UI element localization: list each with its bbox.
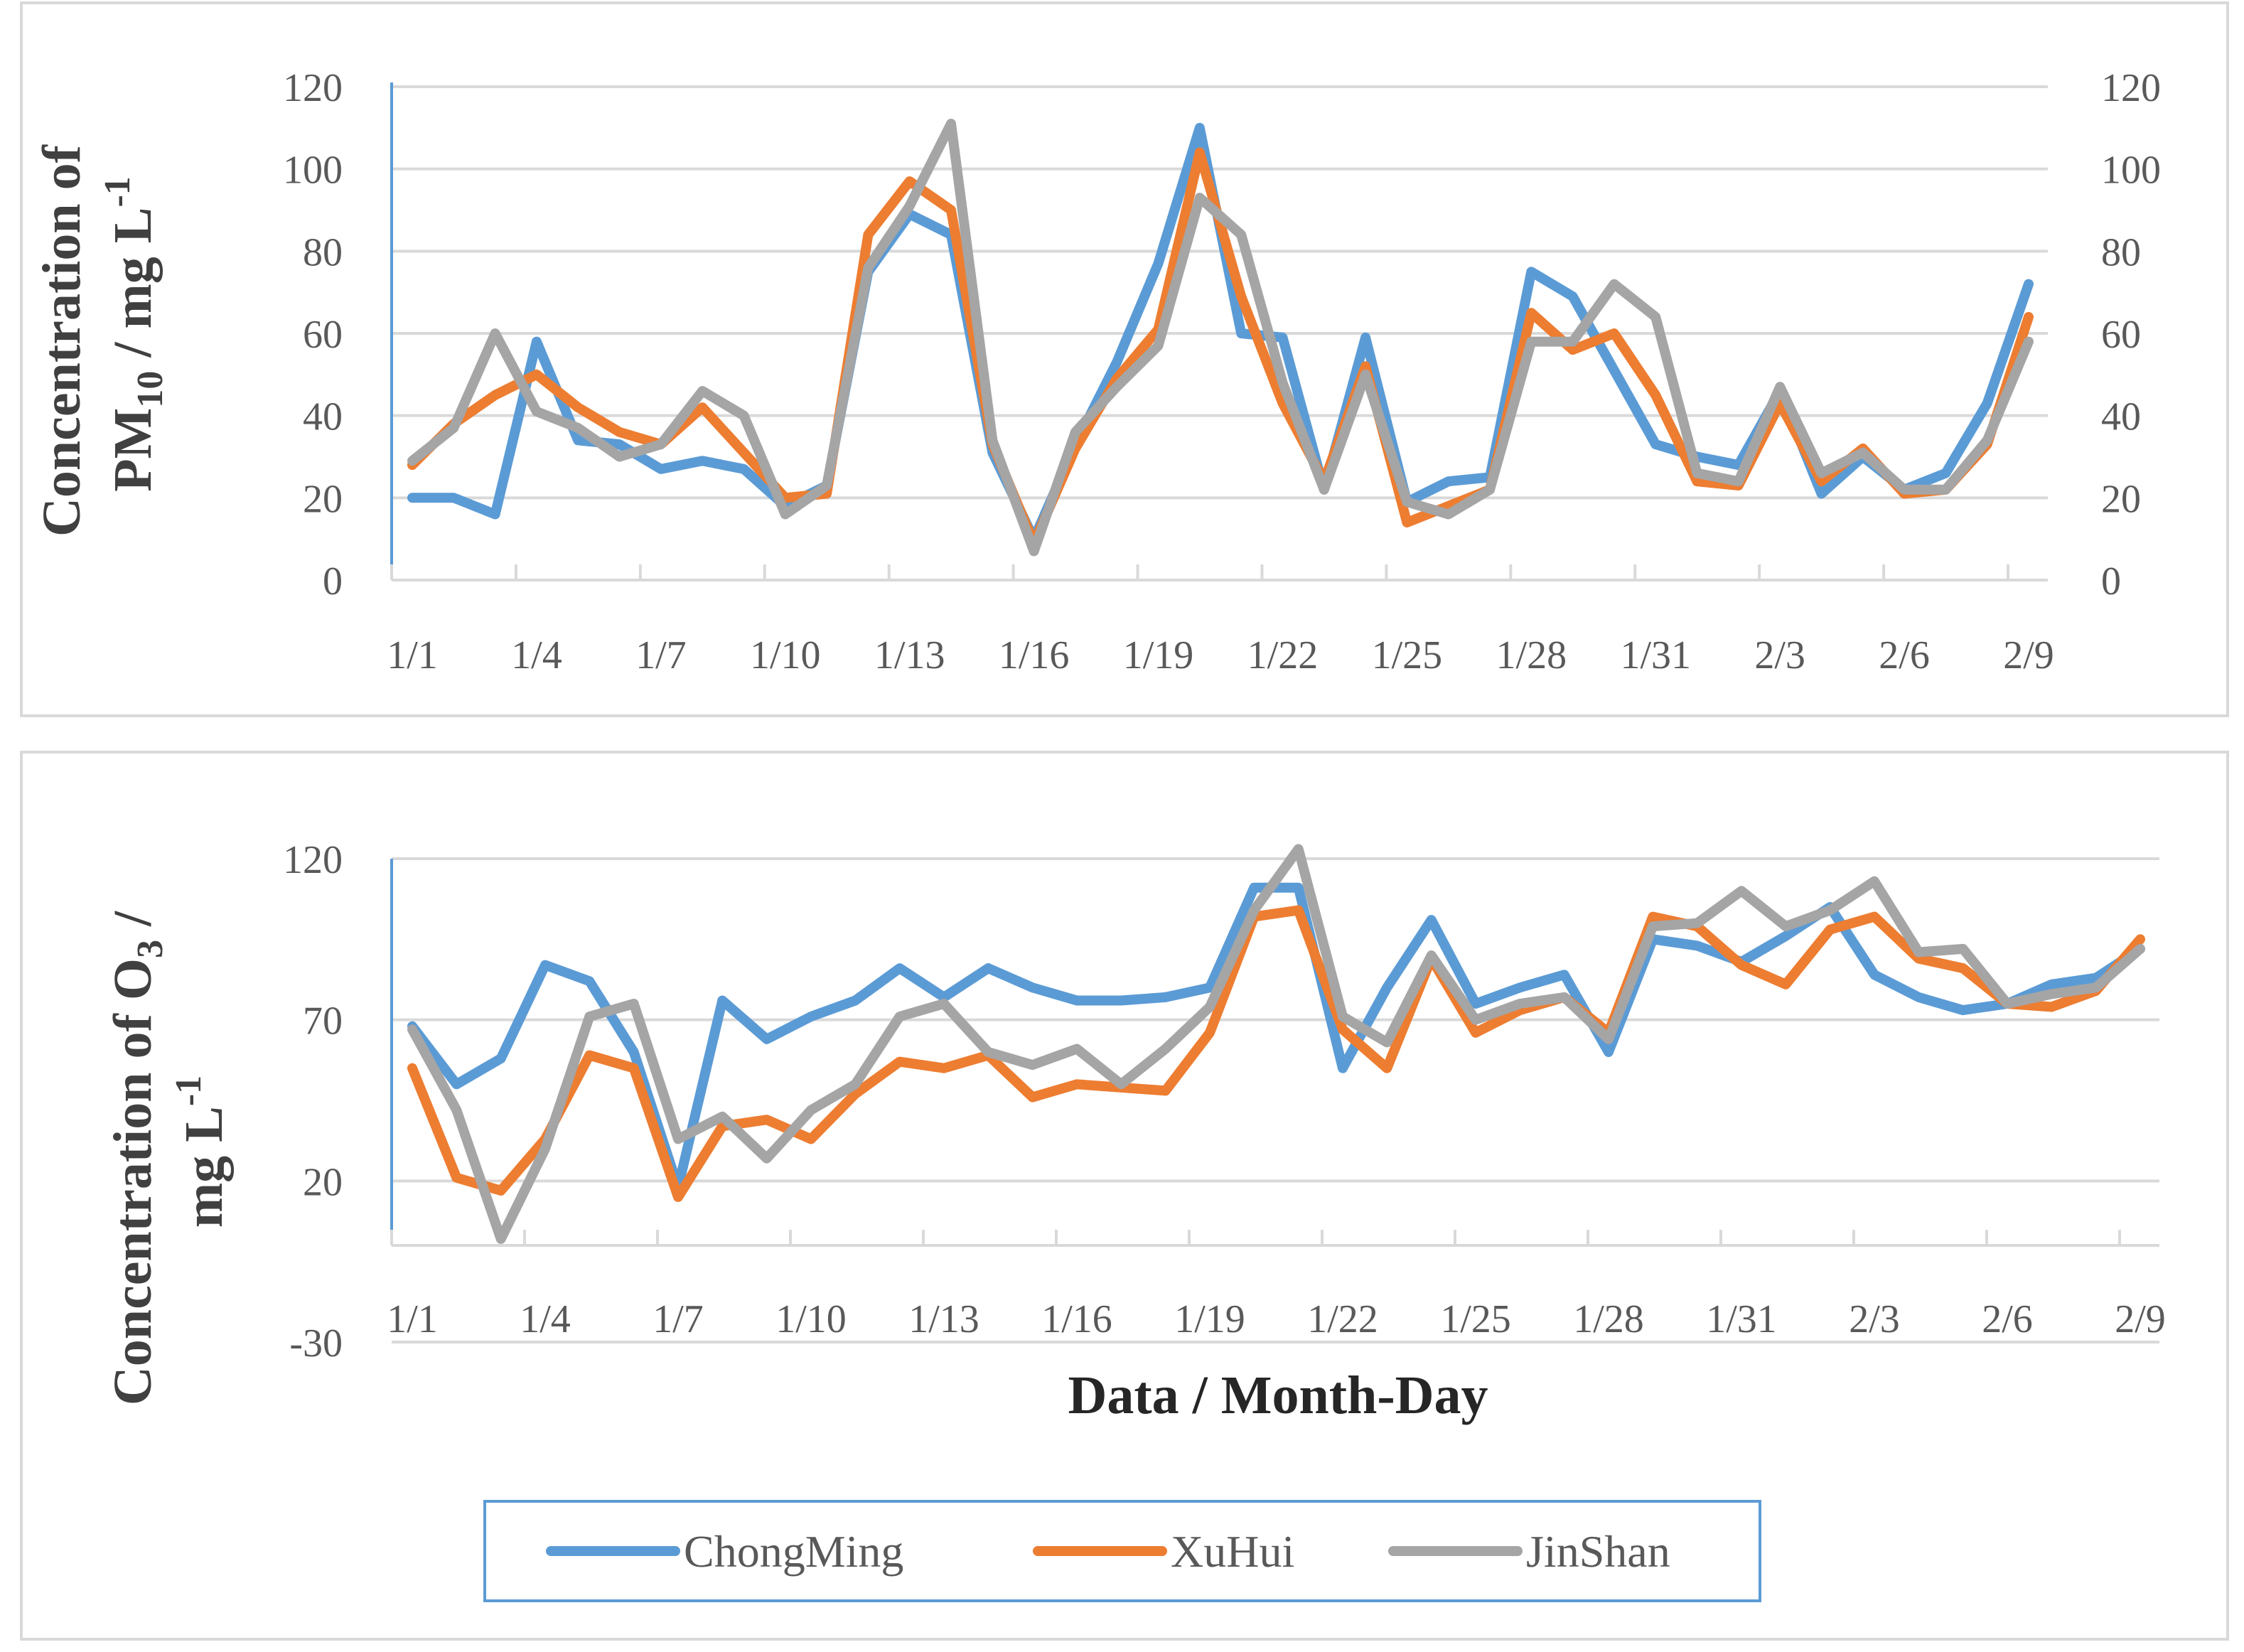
o3-x-tick-label-1-31: 1/31 [1706,1297,1777,1341]
o3-panel-frame [20,751,2229,1641]
pm10-y-tick-label-80: 80 [303,230,343,274]
pm10-right-y-tick-label-120: 120 [2101,66,2161,110]
legend-item-chongming: ChongMing [546,1526,903,1577]
o3-y-title-superscript: -1 [168,1076,209,1106]
o3-x-tick-label-2-9: 2/9 [2115,1297,2166,1341]
pm10-y-title-pm: PM [103,408,163,492]
pm10-right-y-tick-labels: 0 20 40 60 80 100 120 [2101,66,2161,604]
legend-item-xuhui: XuHui [1033,1526,1294,1577]
o3-y-axis-title-line1: Concentration of O3 / [103,911,171,1405]
o3-x-tick-label-1-1: 1/1 [387,1297,438,1341]
pm10-y-tick-label-20: 20 [303,477,343,521]
o3-y-tick-label-120: 120 [283,838,343,882]
pm10-x-ticks [390,564,2009,580]
o3-x-tick-label-1-7: 1/7 [653,1297,704,1341]
pm10-y-tick-label-120: 120 [283,66,343,110]
legend-label-chongming: ChongMing [684,1526,903,1577]
o3-x-tick-label-1-22: 1/22 [1307,1297,1378,1341]
o3-x-tick-label-1-16: 1/16 [1041,1297,1112,1341]
pm10-x-tick-label-1-22: 1/22 [1247,633,1319,677]
legend-item-jinshan: JinShan [1388,1526,1670,1577]
pm10-right-y-tick-label-80: 80 [2101,230,2141,274]
o3-x-tick-label-1-10: 1/10 [775,1297,847,1341]
legend-label-jinshan: JinShan [1526,1526,1670,1577]
pm10-y-tick-label-40: 40 [303,395,343,439]
pm10-x-tick-label-1-1: 1/1 [387,633,438,677]
o3-x-tick-label-1-19: 1/19 [1174,1297,1245,1341]
pm10-y-axis-title: Concentration of PM10 / mg L-1 [32,132,171,537]
pm10-y-tick-label-0: 0 [323,559,343,604]
pm10-y-tick-label-60: 60 [303,313,343,357]
pm10-x-tick-label-2-3: 2/3 [1754,633,1805,677]
pm10-right-y-tick-label-20: 20 [2101,477,2141,521]
o3-y-axis-title: Concentration of O3 / mg L-1 [103,898,234,1405]
o3-x-tick-label-1-13: 1/13 [908,1297,979,1341]
o3-x-tick-label-1-25: 1/25 [1440,1297,1511,1341]
pm10-y-axis-title-line2: PM10 / mg L-1 [97,176,171,492]
o3-y-title-prefix: Concentration of O [103,958,163,1405]
o3-y-title-subscript: 3 [130,940,171,958]
o3-y-tick-label--30: -30 [289,1321,343,1366]
pm10-y-tick-labels: 0 20 40 60 80 100 120 [283,66,343,604]
o3-y-title-suffix: / [103,911,163,940]
o3-y-tick-labels: -30 20 70 120 [283,838,343,1366]
legend: ChongMing XuHui JinShan [483,1500,1761,1602]
pm10-right-y-tick-label-100: 100 [2101,149,2161,193]
o3-series-line-xuhui [407,905,2145,1202]
pm10-series-lines [407,119,2034,557]
pm10-right-y-tick-label-0: 0 [2101,559,2121,604]
o3-x-tick-label-1-28: 1/28 [1573,1297,1644,1341]
o3-x-tick-label-1-4: 1/4 [520,1297,571,1341]
pm10-x-tick-label-1-19: 1/19 [1123,633,1194,677]
pm10-x-tick-label-1-28: 1/28 [1496,633,1567,677]
pm10-x-tick-label-2-9: 2/9 [2003,633,2054,677]
pm10-panel-frame [20,1,2229,717]
pm10-y-axis-title-line1: Concentration of [32,144,92,537]
pm10-right-y-tick-label-40: 40 [2101,395,2141,439]
pm10-x-tick-label-1-4: 1/4 [511,633,562,677]
pm10-x-tick-label-2-6: 2/6 [1879,633,1930,677]
pm10-x-tick-label-1-16: 1/16 [999,633,1070,677]
o3-chart: -30 20 70 120 1/1 1/4 1/7 1/10 1/13 1/16 1/19 1/22… [103,838,2166,1425]
o3-series-lines [407,844,2145,1244]
o3-x-tick-label-2-3: 2/3 [1849,1297,1900,1341]
o3-x-tick-label-2-6: 2/6 [1982,1297,2033,1341]
pm10-x-tick-label-1-7: 1/7 [635,633,687,677]
pm10-x-tick-label-1-13: 1/13 [874,633,945,677]
pm10-x-tick-labels: 1/1 1/4 1/7 1/10 1/13 1/16 1/19 1/22 1/25 1/28 1/3… [387,633,2054,677]
o3-x-ticks [390,1230,2121,1245]
o3-y-tick-label-20: 20 [303,1160,343,1204]
o3-y-tick-label-70: 70 [303,999,343,1044]
o3-x-axis-title: Data / Month-Day [1068,1366,1488,1425]
pm10-y-tick-label-100: 100 [283,149,343,193]
pm10-x-tick-label-1-25: 1/25 [1372,633,1443,677]
pm10-right-y-tick-label-60: 60 [2101,313,2141,357]
o3-series-line-jinshan [407,844,2145,1244]
legend-label-xuhui: XuHui [1171,1526,1294,1577]
pm10-x-tick-label-1-10: 1/10 [750,633,821,677]
o3-x-tick-labels: 1/1 1/4 1/7 1/10 1/13 1/16 1/19 1/22 1/25 1/28 1/3… [387,1297,2166,1341]
pm10-y-title-superscript: -1 [97,176,138,207]
pm10-y-title-subscript: 10 [130,371,171,408]
pm10-x-tick-label-1-31: 1/31 [1620,633,1691,677]
o3-y-axis-title-line2: mg L-1 [168,1076,234,1228]
pm10-y-title-unit: / mg L [103,208,163,371]
pm10-series-line-jinshan [407,119,2034,557]
o3-y-title-unit: mg L [174,1106,234,1228]
